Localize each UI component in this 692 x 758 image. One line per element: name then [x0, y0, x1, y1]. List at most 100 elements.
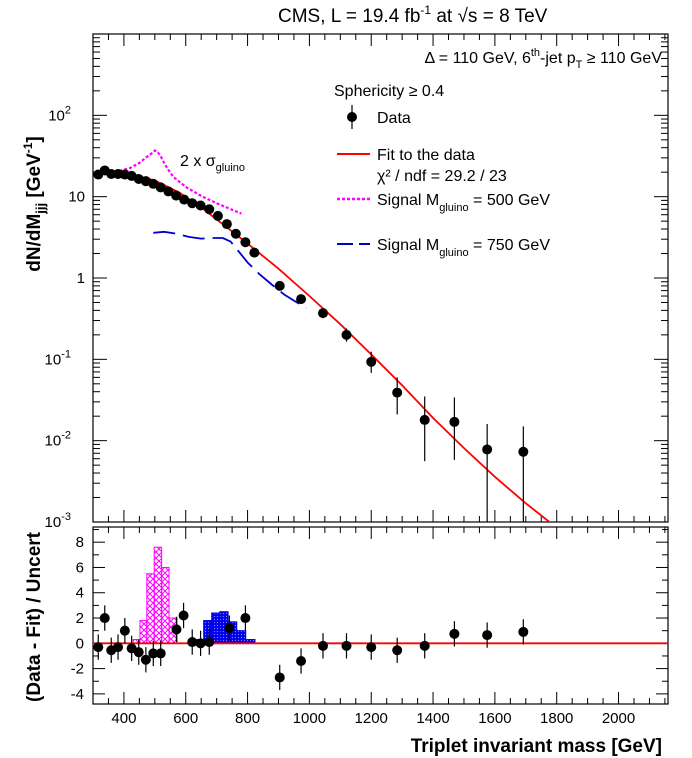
residual-point — [93, 642, 104, 653]
ratio-y-tick-label: -2 — [71, 661, 84, 678]
data-point — [204, 204, 215, 215]
main-y-tick-label: 10 — [68, 189, 85, 206]
fit-curve — [94, 172, 551, 522]
ratio-plot-frame — [92, 526, 669, 705]
main-axis-ticks: 10-3 10-2 10-1 1 10 102 — [45, 34, 668, 531]
main-y-tick-label: 10-2 — [45, 430, 71, 450]
data-point — [179, 194, 190, 205]
cut-annotation: Δ = 110 GeV, 6th-jet pT ≥ 110 GeV — [425, 47, 663, 71]
ratio-y-tick-label: -4 — [71, 686, 84, 703]
residual-point — [187, 637, 198, 648]
residual-point — [518, 626, 529, 637]
main-y-tick-label: 1 — [77, 270, 85, 287]
residual-point — [178, 610, 189, 621]
ratio-y-tick-label: 6 — [76, 559, 84, 576]
residual-point — [274, 672, 285, 683]
residual-point — [155, 648, 166, 659]
x-tick-label: 1600 — [478, 710, 511, 727]
residual-point — [113, 642, 124, 653]
main-y-tick-label: 10-1 — [45, 348, 71, 368]
residual-point — [366, 642, 377, 653]
residual-point — [171, 624, 182, 635]
residual-point — [318, 640, 328, 651]
data-point — [392, 387, 403, 398]
signal-750-curve — [153, 230, 307, 309]
data-point — [419, 414, 430, 425]
data-point — [230, 228, 241, 239]
ratio-axis-ticks: -4 -2 0 2 4 6 8 400 600 800 1000 1200 1400 1600 1800 20… — [71, 527, 668, 727]
data-point — [366, 356, 377, 367]
residual-point — [148, 648, 159, 659]
x-tick-label: 1800 — [540, 710, 573, 727]
ratio-y-tick-label: 2 — [76, 610, 84, 627]
legend-entry-label: Data — [377, 110, 411, 127]
data-point — [155, 182, 166, 193]
data-point — [249, 247, 260, 258]
legend: Data Fit to the data χ² / ndf = 29.2 / 23 S… — [337, 105, 550, 259]
residual-point — [195, 638, 206, 649]
signal-500-bin — [139, 620, 148, 644]
legend-entry-label: Signal Mgluino = 750 GeV — [377, 237, 550, 259]
ratio-y-axis-label: (Data - Fit) / Uncert — [24, 531, 45, 702]
legend-entry-label: Signal Mgluino = 500 GeV — [377, 192, 550, 214]
signal-500-bin — [146, 573, 155, 644]
main-y-tick-label: 102 — [48, 104, 71, 124]
data-points — [93, 165, 529, 522]
residual-point — [99, 613, 110, 624]
residual-point — [419, 640, 430, 651]
ratio-y-tick-label: 4 — [76, 585, 84, 602]
residual-point — [296, 656, 307, 667]
residual-point — [133, 647, 144, 658]
data-point — [171, 190, 182, 201]
x-tick-label: 400 — [111, 710, 136, 727]
signal-500-residual-bins — [132, 546, 178, 644]
data-point — [240, 237, 251, 248]
signal-750-bin — [236, 630, 247, 644]
data-point — [163, 186, 174, 197]
x-tick-label: 800 — [235, 710, 260, 727]
data-point — [195, 200, 206, 211]
data-point — [187, 198, 198, 209]
residual-point — [341, 640, 352, 651]
data-point — [296, 294, 307, 305]
experiment-header: CMS, L = 19.4 fb-1 at √s = 8 TeV — [278, 3, 548, 27]
x-tick-label: 1000 — [293, 710, 326, 727]
main-plot-frame — [92, 33, 669, 523]
data-point — [449, 416, 460, 427]
ratio-y-tick-label: 0 — [76, 635, 84, 652]
x-axis-label: Triplet invariant mass [GeV] — [411, 736, 662, 757]
residual-point — [119, 625, 130, 636]
data-point — [482, 444, 493, 455]
residual-point — [482, 630, 493, 641]
data-point — [518, 446, 529, 457]
x-tick-label: 2000 — [602, 710, 635, 727]
data-point — [341, 329, 352, 340]
residual-point — [392, 645, 403, 656]
residual-point — [240, 613, 251, 624]
residual-point — [140, 654, 151, 665]
signal-scale-label: 2 x σgluino — [180, 153, 245, 174]
x-tick-label: 1400 — [416, 710, 449, 727]
signal-500-bin — [161, 566, 170, 644]
legend-fit-chi2: χ² / ndf = 29.2 / 23 — [377, 168, 507, 185]
data-point — [221, 219, 232, 230]
signal-500-curve — [94, 149, 242, 215]
legend-data-symbol — [347, 112, 357, 122]
residual-point — [449, 628, 460, 639]
residual-points — [93, 602, 529, 691]
sphericity-annotation: Sphericity ≥ 0.4 — [334, 83, 444, 100]
ratio-y-tick-label: 8 — [76, 534, 84, 551]
x-tick-label: 600 — [173, 710, 198, 727]
x-tick-label: 1200 — [355, 710, 388, 727]
data-point — [274, 280, 285, 291]
data-point — [148, 178, 159, 189]
residual-point — [204, 637, 215, 648]
legend-entry-label: Fit to the data — [377, 147, 475, 164]
signal-500-bin — [153, 546, 163, 644]
residual-point — [224, 623, 235, 634]
main-y-tick-label: 10-3 — [45, 511, 71, 531]
data-point — [318, 308, 328, 319]
main-y-axis-label: dN/dMjjj [GeV-1] — [21, 136, 48, 272]
data-point — [212, 210, 223, 221]
